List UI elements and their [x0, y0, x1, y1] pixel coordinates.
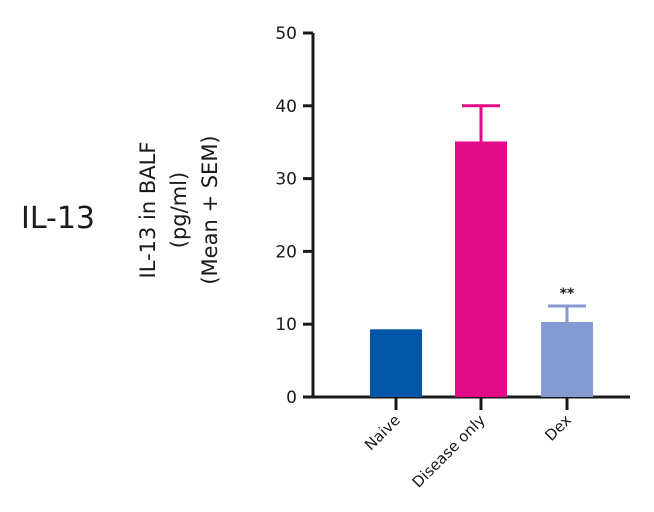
x-tick-label: Disease only	[409, 411, 489, 491]
y-axis-label-line: IL-13 in BALF	[136, 142, 160, 279]
y-tick-label: 50	[275, 24, 297, 44]
tick-labels: 0 10 20 30 40 50 Naive Disease only Dex	[275, 24, 575, 491]
error-bars: **	[462, 104, 586, 323]
y-axis-label: IL-13 in BALF (pg/ml) (Mean + SEM)	[136, 135, 222, 284]
significance-label: **	[560, 286, 575, 302]
y-axis-label-line: (pg/ml)	[167, 172, 191, 248]
y-tick-label: 30	[275, 170, 297, 190]
y-tick-label: 10	[275, 315, 297, 335]
bar	[455, 141, 507, 397]
y-axis-label-line: (Mean + SEM)	[198, 135, 222, 284]
bars	[370, 141, 593, 397]
y-tick-label: 20	[275, 242, 297, 262]
bar	[541, 322, 593, 397]
panel-label: IL-13	[21, 201, 95, 236]
y-tick-label: 0	[286, 388, 297, 408]
y-tick-label: 40	[275, 97, 297, 117]
x-tick-label: Naive	[361, 411, 404, 454]
x-tick-label: Dex	[541, 411, 575, 445]
bar	[370, 329, 422, 397]
